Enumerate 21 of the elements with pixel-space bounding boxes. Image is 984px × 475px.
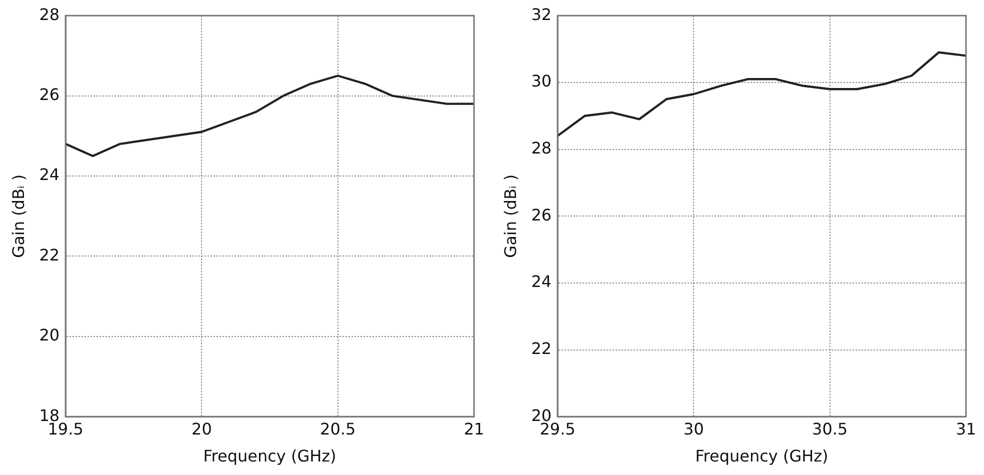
y-axis-title: Gain (dBᵢ ) <box>500 174 520 258</box>
x-tick-label: 20.5 <box>320 419 356 438</box>
y-tick-label: 26 <box>39 84 60 104</box>
x-tick-label: 31 <box>956 419 976 438</box>
y-tick-label: 24 <box>39 165 60 184</box>
y-tick-label: 26 <box>531 205 552 224</box>
x-axis-title: Frequency (GHz) <box>203 446 336 466</box>
y-tick-label: 30 <box>531 72 552 91</box>
x-tick-label: 21 <box>464 419 484 438</box>
x-tick-label: 20 <box>192 419 212 438</box>
y-axis-title: Gain (dBᵢ ) <box>8 174 28 258</box>
x-axis-title: Frequency (GHz) <box>695 446 828 466</box>
x-tick-label: 30.5 <box>812 419 848 438</box>
y-tick-label: 22 <box>39 245 60 264</box>
y-tick-label: 28 <box>39 4 60 24</box>
y-tick-label: 20 <box>39 326 60 345</box>
y-tick-label: 28 <box>531 138 552 158</box>
y-tick-label: 22 <box>531 338 552 358</box>
y-tick-label: 24 <box>531 272 552 292</box>
y-tick-label: 32 <box>531 4 552 24</box>
x-tick-label: 30 <box>684 419 704 438</box>
